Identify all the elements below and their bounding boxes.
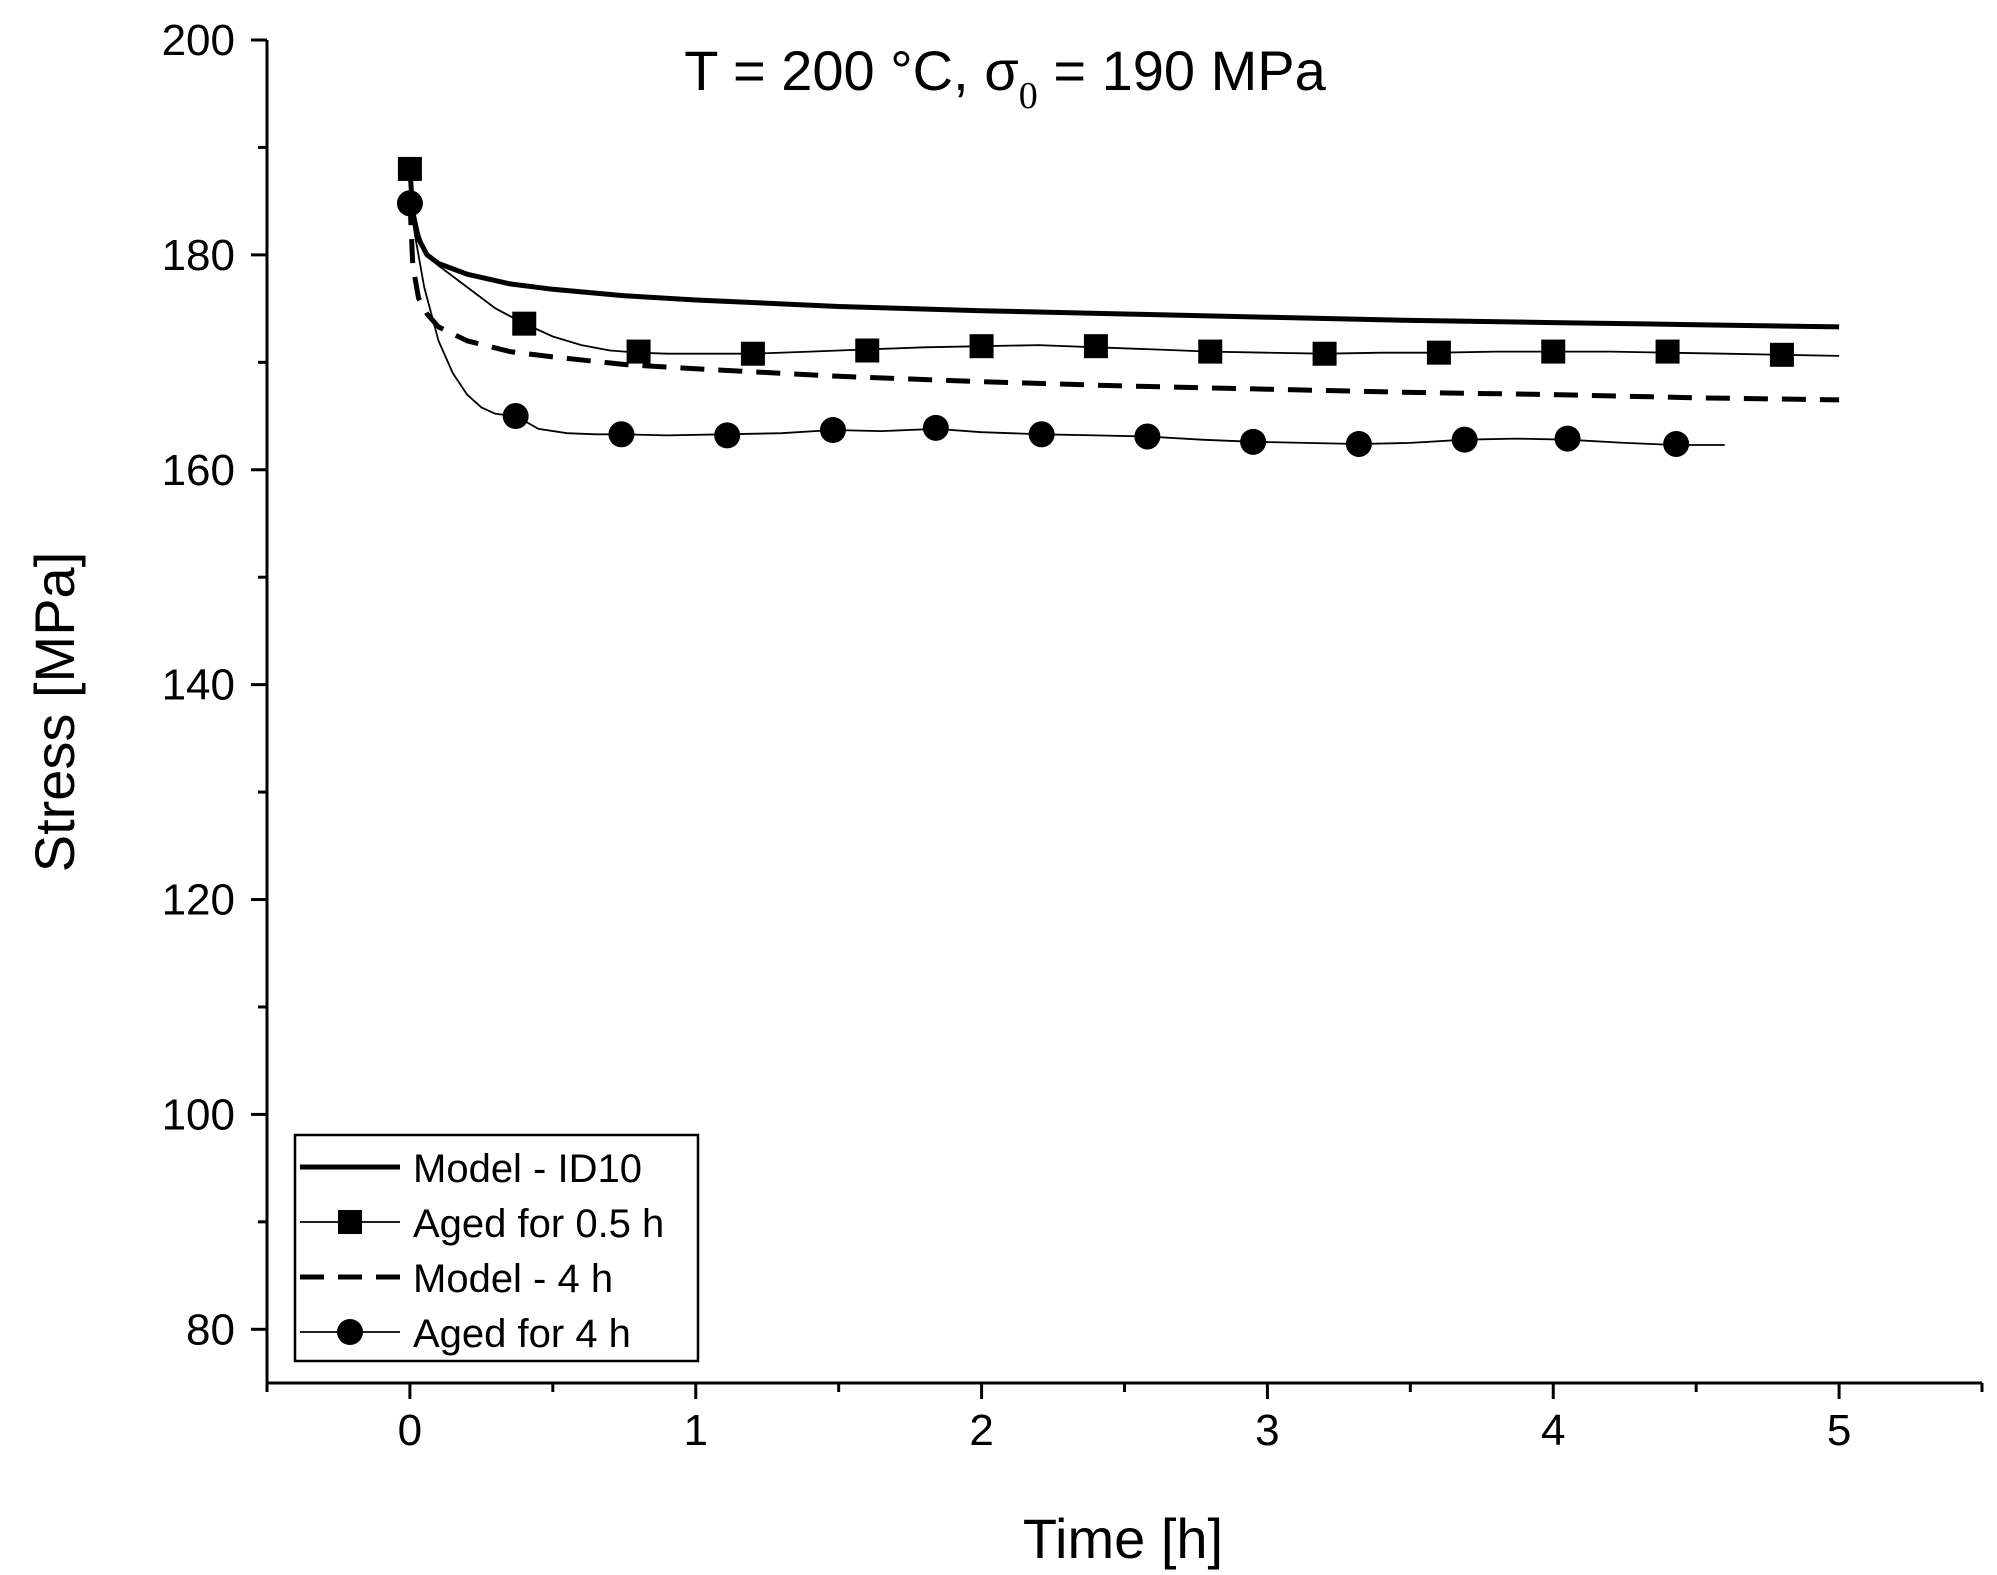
legend-box [293, 1133, 700, 1363]
data-point-square [1426, 340, 1451, 365]
legend-label: Model - ID10 [413, 1147, 642, 1191]
series-3 [396, 190, 1725, 457]
series-2 [407, 201, 1840, 403]
series-0 [407, 168, 1840, 330]
data-point-circle [1663, 430, 1690, 457]
x-tick-label: 0 [398, 1406, 422, 1455]
y-tick-label: 80 [186, 1305, 235, 1354]
chart-title-suffix: = 190 MPa [1038, 39, 1327, 102]
y-tick-label: 160 [162, 446, 235, 495]
data-point-square [855, 338, 880, 363]
y-tick-label: 120 [162, 876, 235, 925]
series-layer [396, 156, 1840, 457]
data-point-square [1541, 339, 1566, 364]
data-point-square [512, 311, 537, 336]
data-point-square [1198, 339, 1223, 364]
data-point-square [1655, 339, 1680, 364]
data-point-square [740, 341, 765, 366]
series-1 [397, 156, 1840, 367]
data-point-square [969, 334, 994, 359]
legend-square-marker [338, 1210, 362, 1234]
legend-label: Aged for 0.5 h [413, 1202, 664, 1246]
legend-item: Model - 4 h [300, 1257, 613, 1301]
data-point-square [397, 156, 422, 181]
x-tick-label: 4 [1541, 1406, 1565, 1455]
legend: Model - ID10 Aged for 0.5 h Model - 4 h Age… [293, 1133, 700, 1363]
data-point-circle [714, 422, 741, 449]
axes: 0 1 2 3 4 5 80 100 120 140 160 180 200 [162, 16, 1984, 1455]
x-tick-label: 2 [969, 1406, 993, 1455]
x-tick-label: 5 [1827, 1406, 1851, 1455]
data-point-circle [396, 190, 423, 217]
series-line [409, 168, 1840, 357]
data-point-square [1312, 341, 1337, 366]
data-point-circle [1451, 426, 1478, 453]
data-point-circle [1134, 423, 1161, 450]
y-tick-label: 200 [162, 16, 235, 65]
x-tick-label: 1 [684, 1406, 708, 1455]
series-line [407, 201, 1840, 403]
data-point-circle [1028, 421, 1055, 448]
chart-title: T = 200 °C, σ0 = 190 MPa [684, 39, 1326, 117]
data-point-square [1769, 342, 1794, 367]
data-point-square [626, 339, 651, 364]
data-point-circle [922, 414, 949, 441]
data-point-circle [1554, 425, 1581, 452]
x-tick-label: 3 [1255, 1406, 1279, 1455]
legend-label: Model - 4 h [413, 1257, 613, 1301]
chart-title-subscript: 0 [1019, 75, 1038, 117]
y-tick-label: 100 [162, 1090, 235, 1139]
legend-circle-marker [337, 1319, 363, 1345]
series-line [407, 168, 1840, 330]
y-tick-label: 180 [162, 231, 235, 280]
data-point-circle [1240, 428, 1267, 455]
data-point-square [1083, 334, 1108, 359]
legend-label: Aged for 4 h [413, 1312, 631, 1356]
legend-item: Model - ID10 [300, 1147, 642, 1191]
y-axis-label: Stress [MPa] [23, 552, 86, 873]
data-point-circle [819, 417, 846, 444]
data-point-circle [608, 421, 635, 448]
y-tick-label: 140 [162, 661, 235, 710]
chart-title-main: T = 200 °C, σ [684, 39, 1019, 102]
x-axis-label: Time [h] [1023, 1507, 1223, 1570]
series-line [409, 201, 1725, 446]
legend-item: Aged for 0.5 h [300, 1202, 664, 1246]
data-point-circle [1345, 430, 1372, 457]
legend-item: Aged for 4 h [300, 1312, 631, 1356]
data-point-circle [502, 403, 529, 430]
